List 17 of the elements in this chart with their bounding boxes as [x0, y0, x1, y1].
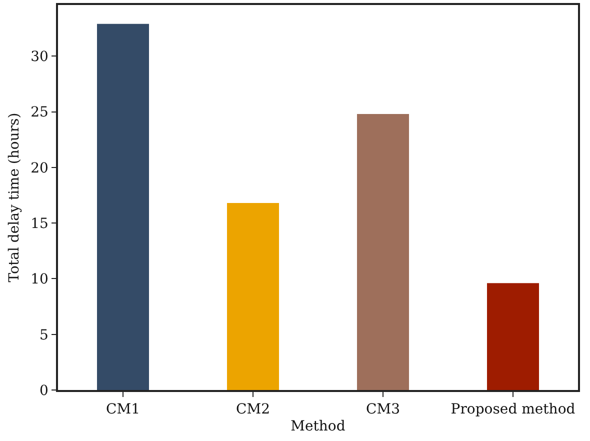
y-tick-label: 30 — [30, 49, 48, 66]
y-tick-label: 25 — [30, 104, 48, 121]
x-axis-title: Method — [290, 418, 346, 434]
y-axis-title: Total delay time (hours) — [6, 112, 23, 282]
y-tick-label: 5 — [40, 327, 48, 344]
x-tick-label: CM3 — [366, 402, 400, 418]
y-tick-label: 15 — [30, 216, 48, 232]
y-tick-label: 10 — [30, 272, 48, 288]
x-tick-label: CM2 — [236, 402, 270, 418]
x-tick-label: CM1 — [106, 402, 140, 418]
bar — [357, 114, 409, 390]
y-tick-label: 20 — [30, 160, 48, 176]
x-tick-label: Proposed method — [450, 402, 576, 418]
bar — [227, 203, 279, 390]
y-tick-label: 0 — [40, 382, 48, 399]
bar — [97, 24, 149, 390]
bar — [487, 283, 539, 390]
